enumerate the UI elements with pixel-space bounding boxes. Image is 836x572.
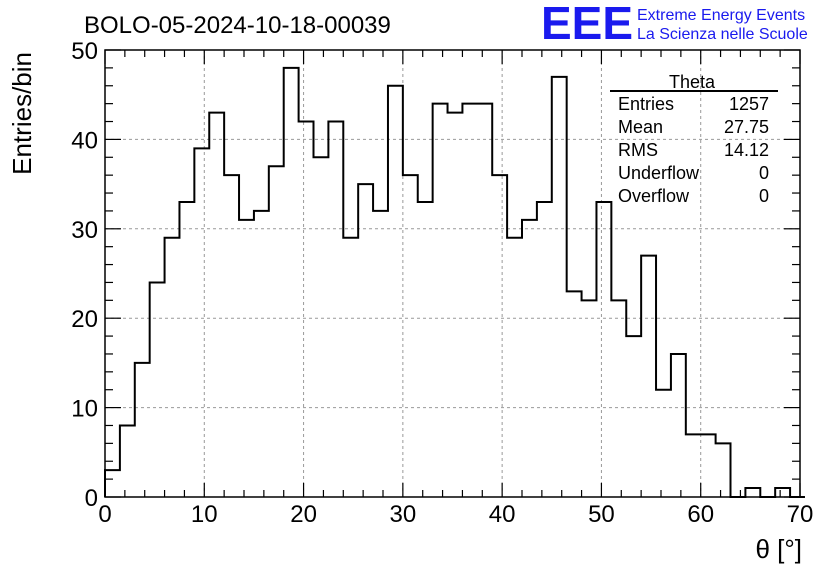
histogram-bin <box>626 336 641 497</box>
stats-label: Mean <box>618 117 663 137</box>
histogram-bin <box>567 291 582 497</box>
stats-value: 27.75 <box>724 117 769 137</box>
histogram-bin <box>433 104 448 497</box>
histogram-bin <box>492 175 507 497</box>
histogram-bin <box>165 238 180 497</box>
chart-title: BOLO-05-2024-10-18-00039 <box>84 12 391 39</box>
x-tick-label: 70 <box>787 501 814 528</box>
histogram-bin <box>596 202 611 497</box>
histogram-bin <box>671 354 686 497</box>
histogram-bin <box>582 300 597 497</box>
stats-label: Entries <box>618 94 674 114</box>
histogram-bin <box>135 363 150 497</box>
stats-title: Theta <box>669 72 716 92</box>
histogram-bin <box>358 184 373 497</box>
axis-ticks <box>104 49 801 498</box>
histogram-bin <box>552 77 567 497</box>
x-tick-label: 30 <box>390 501 417 528</box>
histogram-bin <box>194 148 209 497</box>
histogram-bin <box>507 238 522 497</box>
histogram-bin <box>209 113 224 497</box>
histogram-bin <box>373 211 388 497</box>
histogram-bin <box>745 488 760 497</box>
histogram-bin <box>403 175 418 497</box>
histogram-bin <box>448 113 463 497</box>
x-tick-label: 20 <box>290 501 317 528</box>
histogram-bin <box>299 122 314 497</box>
y-tick-label: 10 <box>71 396 98 423</box>
histogram-bin <box>284 68 299 497</box>
histogram-bin <box>775 488 790 497</box>
y-tick-label: 40 <box>71 127 98 154</box>
histogram-bin <box>641 256 656 497</box>
histogram-bin <box>388 86 403 497</box>
histogram-bin <box>150 282 165 497</box>
x-tick-label: 50 <box>588 501 615 528</box>
x-tick-label: 0 <box>98 501 111 528</box>
y-tick-label: 0 <box>85 485 98 512</box>
histogram-bin <box>314 157 329 497</box>
x-tick-label: 10 <box>191 501 218 528</box>
x-axis-label: θ [°] <box>755 534 802 564</box>
histogram-bin <box>254 211 269 497</box>
histogram-bin <box>418 202 433 497</box>
histogram-bin <box>716 443 731 497</box>
histogram-bin <box>239 220 254 497</box>
stats-box: Theta Entries 1257 Mean 27.75 RMS 14.12 Underf… <box>610 72 778 206</box>
histogram-bin <box>522 220 537 497</box>
stats-label: Underflow <box>618 163 700 183</box>
histogram-bin <box>462 104 477 497</box>
histogram-bin <box>701 434 716 497</box>
y-tick-label: 50 <box>71 38 98 65</box>
stats-value: 14.12 <box>724 140 769 160</box>
histogram-bars <box>104 66 805 498</box>
histogram-bin <box>343 238 358 497</box>
histogram-bin <box>105 470 120 497</box>
stats-value: 1257 <box>729 94 769 114</box>
eee-logo: EEE Extreme Energy Events La Scienza nel… <box>541 0 808 49</box>
histogram-bin <box>477 104 492 497</box>
eee-logo-line2: La Scienza nelle Scuole <box>637 26 808 43</box>
histogram-outline <box>104 66 805 498</box>
stats-label: RMS <box>618 140 658 160</box>
x-tick-label: 40 <box>489 501 516 528</box>
histogram-bin <box>179 202 194 497</box>
y-tick-label: 30 <box>71 217 98 244</box>
stats-value: 0 <box>759 186 769 206</box>
y-tick-label: 20 <box>71 306 98 333</box>
y-axis-label: Entries/bin <box>7 52 37 175</box>
x-tick-label: 60 <box>687 501 714 528</box>
stats-label: Overflow <box>618 186 690 206</box>
histogram-bin <box>656 390 671 497</box>
histogram-bin <box>269 166 284 497</box>
histogram-bin <box>328 122 343 497</box>
plot-frame <box>104 49 801 498</box>
tick-labels: 0 10 20 30 40 50 60 70 0 10 20 30 40 50 <box>71 38 813 528</box>
eee-logo-line1: Extreme Energy Events <box>637 7 805 24</box>
histogram-bin <box>686 434 701 497</box>
eee-logo-mark: EEE <box>541 0 633 49</box>
histogram-bin <box>224 175 239 497</box>
histogram-bin <box>537 202 552 497</box>
stats-value: 0 <box>759 163 769 183</box>
histogram-bin <box>611 300 626 497</box>
histogram-bin <box>120 425 135 497</box>
